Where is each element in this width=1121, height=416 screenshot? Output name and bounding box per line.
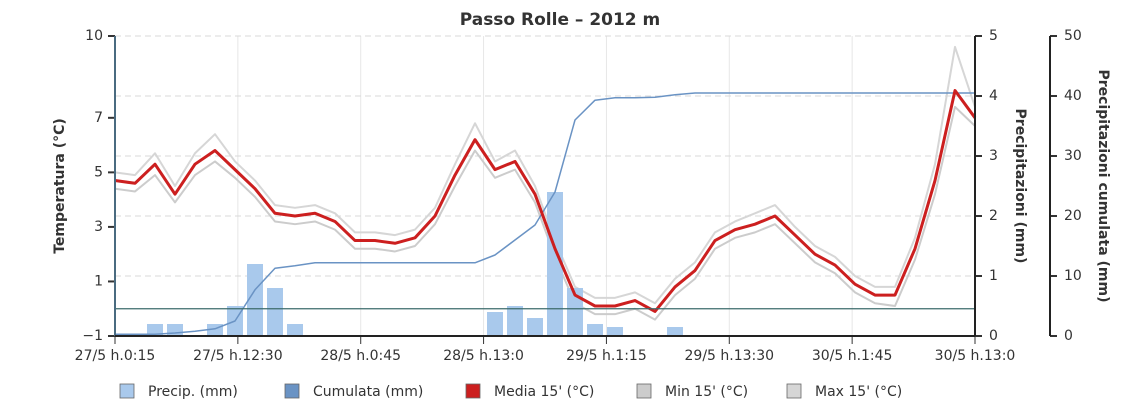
precip-bar [167,324,183,336]
x-tick-label: 30/5 h.1:45 [812,348,893,364]
series-line [114,105,976,321]
y-axis-title: Temperatura (°C) [52,118,68,254]
precip-bar [247,264,263,336]
y2-tick-label: 1 [989,268,998,284]
x-tick-label: 29/5 h.13:30 [685,348,775,364]
y2-tick-label: 4 [989,88,998,104]
precip-bar [507,306,523,336]
y3-axis-title: Precipitazioni cumulata (mm) [1095,70,1111,303]
legend-swatch [636,383,652,399]
legend-swatch [465,383,481,399]
precip-bar [147,324,163,336]
y3-tick-label: 30 [1064,148,1082,164]
y3-tick-label: 50 [1064,28,1082,44]
precip-bar [267,288,283,336]
y2-tick-label: 0 [989,328,998,344]
y-tick-label: −1 [82,328,103,344]
legend-label: Min 15' (°C) [665,384,748,400]
series-line [115,92,975,335]
legend-label: Max 15' (°C) [815,384,902,400]
y3-tick-label: 40 [1064,88,1082,104]
x-tick-label: 30/5 h.13:0 [935,348,1016,364]
y-tick-label: 3 [94,219,103,235]
y-tick-label: 5 [94,164,103,180]
x-tick-label: 28/5 h.13:0 [443,348,524,364]
legend-swatch [284,383,300,399]
x-tick-label: 27/5 h.0:15 [75,348,156,364]
x-tick-label: 27/5 h.12:30 [193,348,283,364]
precip-bar [567,288,583,336]
y-tick-label: 7 [94,110,103,126]
y3-tick-label: 10 [1064,268,1082,284]
y2-tick-label: 5 [989,28,998,44]
precip-bar [287,324,303,336]
y2-tick-label: 2 [989,208,998,224]
y3-tick-label: 0 [1064,328,1073,344]
x-tick-label: 28/5 h.0:45 [320,348,401,364]
legend-label: Cumulata (mm) [313,384,423,400]
y2-axis-title: Precipitazioni (mm) [1012,109,1028,264]
series-line [114,89,977,313]
legend-label: Precip. (mm) [148,384,238,400]
precip-bar [487,312,503,336]
chart-title: Passo Rolle – 2012 m [460,10,661,30]
precip-bar [667,327,683,336]
precip-bar [527,318,543,336]
precip-bar [607,327,623,336]
series-line [114,45,976,305]
legend-swatch [786,383,802,399]
y-tick-label: 10 [85,28,103,44]
y3-tick-label: 20 [1064,208,1082,224]
x-tick-label: 29/5 h.1:15 [566,348,647,364]
legend-label: Media 15' (°C) [494,384,594,400]
y2-tick-label: 3 [989,148,998,164]
legend-swatch [119,383,135,399]
precip-bar [547,192,563,336]
precip-bar [587,324,603,336]
y-tick-label: 1 [94,273,103,289]
